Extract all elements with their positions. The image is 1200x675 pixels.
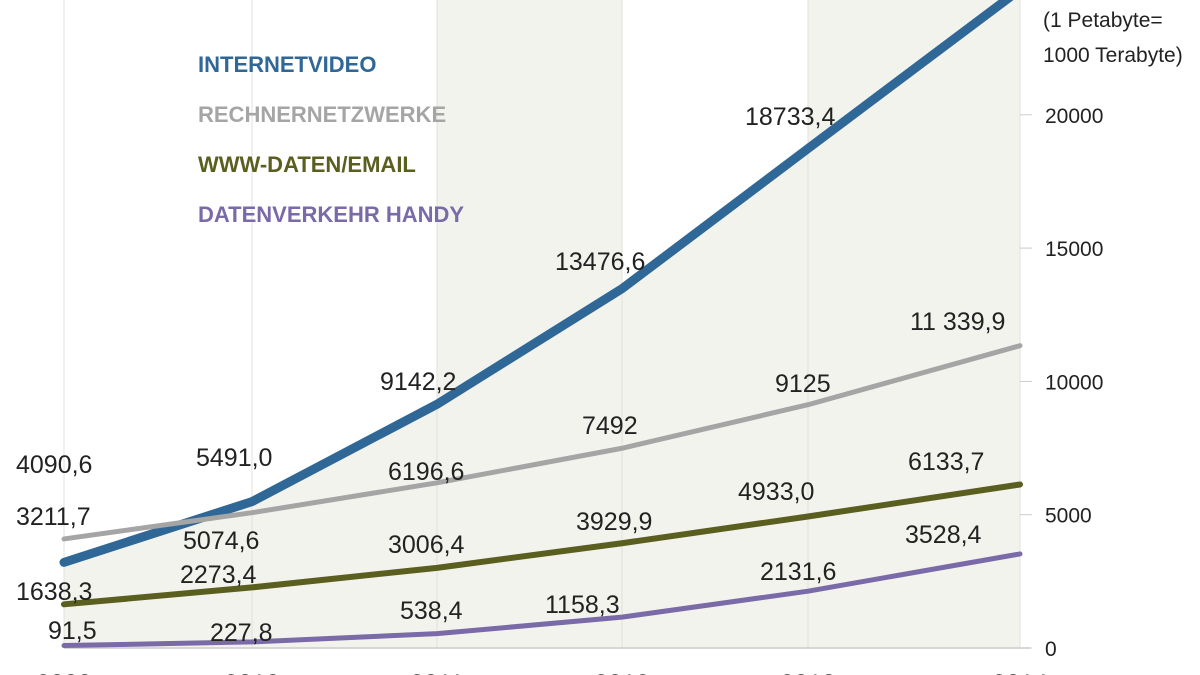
x-tick-label: 2013 [780, 670, 836, 675]
data-label: 11 339,9 [910, 308, 1005, 336]
data-label: 6133,7 [908, 448, 984, 476]
x-tick-label: 2014 [992, 670, 1048, 675]
data-label: 2131,6 [760, 558, 836, 586]
data-label: 3211,7 [16, 503, 91, 531]
series-line-0 [59, 0, 1014, 567]
data-label: 2273,4 [180, 561, 257, 589]
legend-entry: WWW-DATEN/EMAIL [198, 152, 416, 177]
shaded-band [808, 0, 1020, 648]
series-line-2 [61, 481, 1023, 608]
data-label: 3929,9 [576, 508, 652, 536]
legend-entry: DATENVERKEHR HANDY [198, 202, 464, 227]
data-label: 5074,6 [183, 527, 259, 555]
shaded-band [437, 0, 622, 648]
data-label: 4090,6 [16, 451, 92, 479]
data-label: 7492 [582, 412, 638, 440]
y-tick-label: 10000 [1045, 371, 1103, 394]
data-label: 6196,6 [388, 458, 464, 486]
data-label: 9142,2 [380, 368, 456, 396]
data-label: 4933,0 [738, 478, 814, 506]
legend-entry: INTERNETVIDEO [198, 52, 376, 77]
x-tick-label: 2009 [36, 670, 92, 675]
data-label: 18733,4 [745, 103, 835, 131]
data-label: 1638,3 [16, 578, 92, 606]
data-label: 227,8 [210, 619, 273, 647]
data-label: 538,4 [400, 597, 463, 625]
data-label: 3006,4 [388, 531, 465, 559]
unit-note: 1000 Terabyte) [1043, 44, 1183, 67]
x-tick-label: 2012 [594, 670, 650, 675]
area-fill [64, 0, 1020, 648]
legend-entry: RECHNERNETZWERKE [198, 102, 446, 127]
series-line-3 [61, 551, 1023, 649]
y-tick-label: 0 [1045, 638, 1057, 661]
y-tick-label: 15000 [1045, 238, 1103, 261]
series-line-1 [61, 343, 1023, 542]
data-label: 5491,0 [196, 444, 272, 472]
y-tick-label: 20000 [1045, 105, 1103, 128]
x-tick-label: 2010 [224, 670, 280, 675]
unit-note: (1 Petabyte= [1043, 9, 1163, 32]
data-label: 9125 [775, 370, 831, 398]
data-label: 1158,3 [545, 591, 620, 619]
data-label: 91,5 [48, 617, 97, 645]
y-tick-label: 5000 [1045, 505, 1092, 528]
data-label: 3528,4 [905, 521, 982, 549]
x-tick-label: 2011 [410, 670, 464, 675]
data-label: 13476,6 [555, 248, 645, 276]
